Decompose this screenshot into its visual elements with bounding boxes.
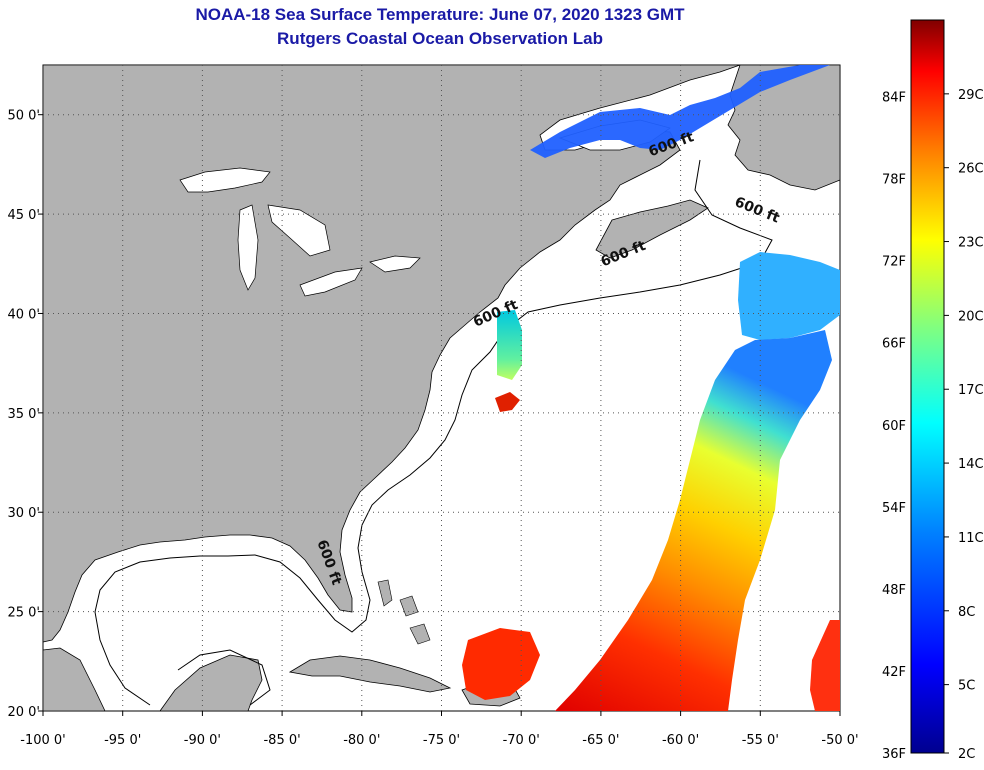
colorbar-c-label: 8C — [958, 605, 975, 620]
lon-tick-label: -75 0' — [423, 733, 460, 748]
lat-tick-label: 20 0' — [7, 705, 40, 720]
newfoundland-land — [727, 64, 841, 191]
sst-offshore-strip — [555, 330, 832, 711]
colorbar-c-label: 26C — [958, 162, 984, 177]
latitude-ticks: 20 0' 25 0' 30 0' 35 0' 40 0' 45 0' 50 0' — [7, 109, 43, 720]
lon-tick-label: -60 0' — [662, 733, 699, 748]
yucatan-land — [159, 654, 263, 712]
map-subtitle: Rutgers Coastal Ocean Observation Lab — [277, 29, 603, 48]
lon-tick-label: -85 0' — [263, 733, 300, 748]
colorbar-f-label: 66F — [882, 337, 906, 352]
nova-scotia-land — [595, 199, 709, 259]
colorbar-f-label: 36F — [882, 747, 906, 762]
longitude-ticks: -100 0' -95 0' -90 0' -85 0' -80 0' -75 0' -70… — [20, 711, 859, 748]
lat-tick-label: 30 0' — [7, 506, 40, 521]
colorbar-f-label: 60F — [882, 419, 906, 434]
colorbar-c-label: 2C — [958, 747, 975, 762]
colorbar-f-label: 84F — [882, 91, 906, 106]
lon-tick-label: -70 0' — [503, 733, 540, 748]
cuba-land — [288, 655, 452, 693]
sst-caribbean-patch — [462, 628, 540, 700]
lat-tick-label: 35 0' — [7, 407, 40, 422]
colorbar-c-label: 23C — [958, 236, 984, 251]
map-title: NOAA-18 Sea Surface Temperature: June 07… — [195, 5, 685, 24]
colorbar-c-label: 17C — [958, 383, 984, 398]
colorbar — [910, 19, 945, 754]
colorbar-f-label: 48F — [882, 583, 906, 598]
sst-hatteras-patch — [495, 392, 520, 412]
lat-tick-label: 45 0' — [7, 208, 40, 223]
lon-tick-label: -80 0' — [343, 733, 380, 748]
lat-tick-label: 40 0' — [7, 307, 40, 322]
lon-tick-label: -95 0' — [104, 733, 141, 748]
lon-tick-label: -100 0' — [20, 733, 65, 748]
colorbar-f-label: 78F — [882, 173, 906, 188]
lon-tick-label: -55 0' — [742, 733, 779, 748]
colorbar-fahrenheit-labels: 84F 78F 72F 66F 60F 54F 48F 42F 36F — [882, 91, 906, 762]
sst-grand-banks — [738, 252, 840, 340]
colorbar-f-label: 54F — [882, 501, 906, 516]
sst-gulf-st-lawrence — [530, 65, 830, 158]
lon-tick-label: -50 0' — [821, 733, 858, 748]
colorbar-c-label: 29C — [958, 88, 984, 103]
sst-east-patch — [810, 620, 840, 711]
colorbar-c-label: 14C — [958, 457, 984, 472]
depth-contour — [94, 159, 773, 706]
lat-tick-label: 50 0' — [7, 109, 40, 124]
sst-ny-bight — [497, 310, 522, 380]
colorbar-f-label: 42F — [882, 665, 906, 680]
colorbar-c-label: 20C — [958, 309, 984, 324]
lon-tick-label: -65 0' — [582, 733, 619, 748]
lat-tick-label: 25 0' — [7, 606, 40, 621]
lon-tick-label: -90 0' — [184, 733, 221, 748]
colorbar-celsius-labels: 29C 26C 23C 20C 17C 14C 11C 8C 5C 2C — [944, 88, 984, 762]
colorbar-c-label: 11C — [958, 531, 984, 546]
colorbar-f-label: 72F — [882, 255, 906, 270]
colorbar-c-label: 5C — [958, 679, 975, 694]
